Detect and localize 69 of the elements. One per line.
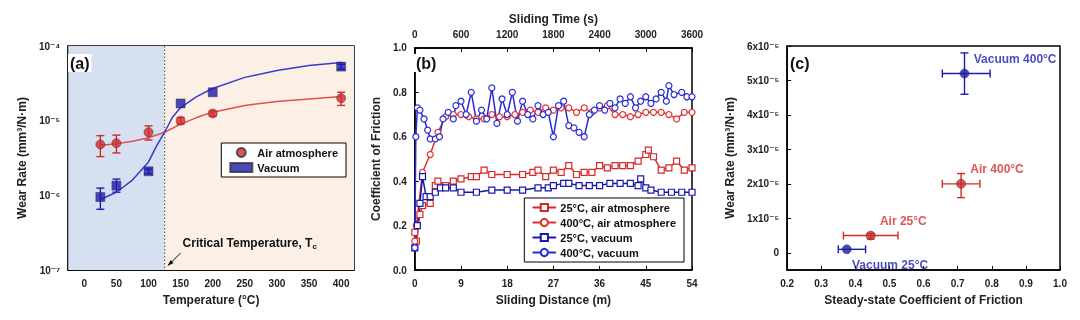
x-tick-label: 200: [204, 277, 222, 289]
y-axis-title: Wear Rate (mm³/N·m): [15, 97, 29, 219]
x2-tick-label: 1800: [542, 29, 565, 41]
y-tick-label: 0.8: [392, 86, 408, 98]
x-tick-label: 0.5: [882, 277, 897, 289]
y-tick-label: 0.6: [392, 131, 408, 143]
legend-label: 25°C, vacuum: [560, 231, 633, 244]
x-tick-label: 36: [594, 277, 606, 289]
legend-label: Air atmosphere: [257, 146, 339, 159]
x-tick-label: 0: [81, 277, 88, 289]
x2-axis-title: Sliding Time (s): [508, 12, 598, 26]
x2-tick-label: 0: [412, 29, 419, 41]
y-tick-label: 4x10⁻⁵: [746, 109, 780, 121]
data-label: Air 400°C: [970, 162, 1025, 177]
x-tick-label: 0: [412, 277, 419, 289]
x-tick-label: 0.3: [814, 277, 829, 289]
y-tick-label: 0.0: [392, 264, 408, 276]
x-tick-label: 45: [640, 277, 652, 289]
y-tick-label: 3x10⁻⁵: [746, 143, 780, 155]
x-axis-title: Temperature (°C): [162, 293, 260, 307]
y-tick-label: 10⁻⁴: [38, 40, 61, 52]
x-tick-label: 0.2: [780, 277, 795, 289]
x2-tick-label: 2400: [588, 29, 612, 41]
y-tick-label: 1.0: [392, 42, 408, 54]
x-tick-label: 150: [172, 277, 190, 289]
x2-tick-label: 3000: [634, 29, 658, 41]
y-axis-title: Wear Rate (mm³/N·m): [723, 97, 737, 219]
y-tick-label: 1x10⁻⁵: [746, 212, 780, 224]
y-tick-label: 2x10⁻⁵: [746, 178, 780, 190]
legend-label: 25°C, air atmosphere: [560, 201, 670, 214]
x2-tick-label: 1200: [496, 29, 519, 41]
y-tick-label: 0.2: [392, 220, 408, 232]
legend-label: 400°C, vacuum: [560, 246, 639, 259]
x-tick-label: 18: [501, 277, 514, 289]
y-tick-label: 10⁻⁶: [39, 189, 61, 201]
x-tick-label: 0.7: [950, 277, 966, 289]
legend-label: Vacuum: [257, 161, 300, 174]
annotation: (b): [416, 54, 437, 72]
annotation: (a): [70, 54, 90, 72]
legend-label: 400°C, air atmosphere: [560, 216, 676, 229]
x-tick-label: 250: [236, 277, 254, 289]
x-axis-title: Sliding Distance (m): [495, 293, 612, 307]
y-tick-label: 10⁻⁵: [39, 115, 61, 127]
data-label: Vacuum 25°C: [852, 257, 929, 272]
x2-tick-label: 600: [452, 29, 470, 41]
x-tick-label: 350: [300, 277, 318, 289]
x-tick-label: 1.0: [1053, 277, 1068, 289]
annotation: (c): [790, 54, 810, 72]
y-tick-label: 0: [773, 247, 780, 259]
x-tick-label: 0.9: [1018, 277, 1034, 289]
x-tick-label: 27: [547, 277, 560, 289]
x-axis-title: Steady-state Coefficient of Friction: [824, 293, 1023, 307]
x-tick-label: 300: [268, 277, 286, 289]
x-tick-label: 50: [110, 277, 123, 289]
x-tick-label: 9: [458, 277, 465, 289]
data-label: Air 25°C: [879, 213, 928, 228]
data-label: Vacuum 400°C: [973, 51, 1057, 66]
y-tick-label: 6x10⁻⁵: [746, 40, 780, 52]
y-tick-label: 5x10⁻⁵: [746, 74, 780, 86]
x-tick-label: 0.8: [984, 277, 1000, 289]
y-axis-title: Coefficient of Friction: [369, 96, 383, 221]
x-tick-label: 400: [332, 277, 350, 289]
x-tick-label: 100: [140, 277, 158, 289]
y-tick-label: 10⁻⁷: [39, 264, 61, 276]
x2-tick-label: 3600: [680, 29, 704, 41]
x-tick-label: 0.4: [848, 277, 863, 289]
x-tick-label: 54: [686, 277, 698, 289]
x-tick-label: 0.6: [916, 277, 931, 289]
y-tick-label: 0.4: [392, 175, 408, 187]
